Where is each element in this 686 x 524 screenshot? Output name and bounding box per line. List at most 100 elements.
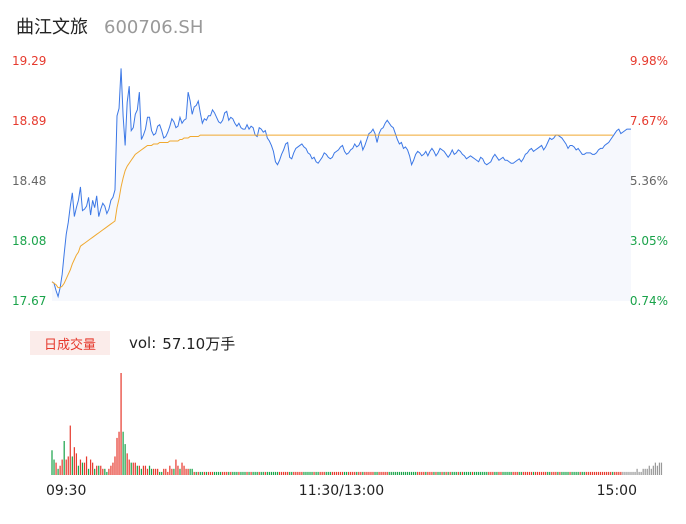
volume-bar [555,471,557,475]
price-area [52,68,631,301]
y-left-tick-label: 17.67 [12,294,46,308]
volume-bar [478,471,480,475]
volume-bar [144,465,147,475]
volume-bar [378,471,380,475]
volume-bar [413,471,415,475]
volume-bar [658,462,661,475]
volume-bar [343,471,346,475]
x-tick-label: 15:00 [597,483,637,499]
avg-line-group [51,134,613,289]
volume-bar [51,450,53,475]
volume-bar [217,471,220,475]
volume-bar [215,471,218,475]
volume-bar [518,471,520,475]
volume-bar [181,462,183,475]
volume-bar [374,471,376,475]
volume-bar [366,471,368,475]
price-area-fill [52,68,631,301]
volume-bar [222,471,224,475]
volume-bar [512,471,514,475]
volume-bar [386,471,388,475]
volume-value: 57.10万手 [162,334,236,353]
volume-bar [445,471,447,475]
volume-bar [272,471,275,475]
volume-bar [429,471,431,475]
volume-bar [648,465,650,475]
volume-bar [585,471,587,475]
volume-bar [150,468,153,475]
volume-bar [636,468,638,475]
volume-bar [242,471,244,475]
x-axis-labels: 09:30 11:30/13:00 15:00 [46,483,637,499]
volume-bar [628,471,630,475]
volume-readout: vol: 57.10万手 [129,331,241,355]
volume-bar [504,471,506,475]
volume-bar [467,471,470,475]
volume-bars [51,373,663,475]
volume-bar [193,471,195,475]
volume-bar [213,471,216,475]
volume-bar [248,471,250,475]
volume-bar [486,471,488,475]
volume-bar [59,465,61,475]
x-tick-label: 11:30/13:00 [299,483,384,499]
volume-bar [394,471,396,475]
volume-bar [106,471,108,475]
volume-bar [307,471,309,475]
volume-bar [473,471,476,475]
volume-bar [587,471,589,475]
volume-bar [603,471,606,475]
volume-bar [92,462,94,475]
volume-bar [461,471,463,475]
volume-bar [608,471,610,475]
volume-bar [356,471,358,475]
volume-bar [295,471,297,475]
volume-bar [581,471,583,475]
volume-bar [254,471,256,475]
volume-bar [408,471,411,475]
y-left-tick-label: 18.08 [12,234,46,248]
volume-bar [297,471,299,475]
volume-bar [571,471,573,475]
volume-bar [451,471,453,475]
volume-bar [321,471,323,475]
volume-bar [398,471,401,475]
volume-bar [360,471,362,475]
volume-bar [159,471,161,475]
volume-bar [610,471,612,475]
x-tick-label: 09:30 [46,483,86,499]
volume-bar [94,468,96,475]
volume-bar [220,471,222,475]
volume-bar [591,471,594,475]
volume-bar [132,462,134,475]
volume-bar [69,425,71,475]
volume-bar [161,471,163,475]
volume-bar [652,465,654,475]
volume-bar [209,471,212,475]
volume-bar [293,471,295,475]
volume-bar [660,462,663,475]
volume-bar [134,462,136,475]
volume-bar [224,471,226,475]
volume-bar [632,471,634,475]
volume-bar [207,471,210,475]
volume-bar [423,471,425,475]
volume-bar [289,471,291,475]
volume-bar [183,465,185,475]
volume-bar [278,471,281,475]
volume-bar [262,471,264,475]
volume-bar [459,471,461,475]
volume-bar [333,471,335,475]
volume-bar [250,471,252,475]
volume-bar [502,471,504,475]
volume-bar [589,471,591,475]
volume-bar [549,471,551,475]
volume-bar [400,471,403,475]
volume-bar [280,471,283,475]
volume-bar [63,441,65,475]
volume-bar [89,459,92,475]
volume-bar [126,453,128,475]
volume-bar [622,471,624,475]
volume-bar [177,465,179,475]
